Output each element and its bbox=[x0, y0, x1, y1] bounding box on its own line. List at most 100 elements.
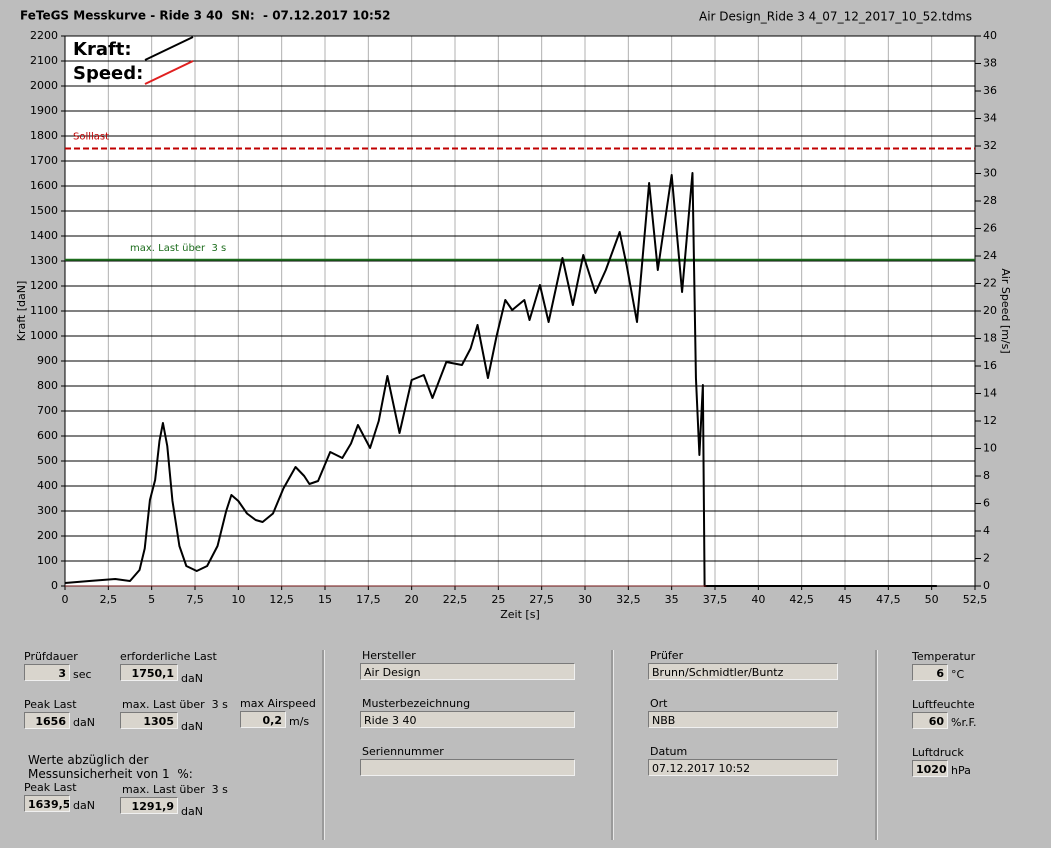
y2-tick-label: 38 bbox=[983, 57, 997, 70]
field-unit: °C bbox=[951, 668, 965, 681]
y2-tick-label: 28 bbox=[983, 194, 997, 207]
x-tick-label: 40 bbox=[751, 593, 765, 606]
x-tick-label: 17,5 bbox=[356, 593, 381, 606]
y2-tick-label: 34 bbox=[983, 112, 997, 125]
y-tick-label: 2100 bbox=[30, 54, 58, 67]
y-tick-label: 700 bbox=[37, 404, 58, 417]
field-value: 1020 bbox=[912, 760, 948, 777]
legend-swatch bbox=[144, 60, 194, 85]
field-value: 0,2 bbox=[240, 711, 286, 728]
y-tick-label: 600 bbox=[37, 429, 58, 442]
x-tick-label: 20 bbox=[405, 593, 419, 606]
x-tick-label: 37,5 bbox=[703, 593, 728, 606]
field-unit: m/s bbox=[289, 715, 310, 728]
y2-tick-label: 12 bbox=[983, 414, 997, 427]
separator bbox=[611, 650, 614, 840]
y-tick-label: 400 bbox=[37, 479, 58, 492]
y-tick-label: 2000 bbox=[30, 79, 58, 92]
field-label: Musterbezeichnung bbox=[362, 697, 471, 710]
y2-tick-label: 8 bbox=[983, 469, 990, 482]
x-tick-label: 25 bbox=[491, 593, 505, 606]
legend-swatch bbox=[144, 36, 194, 61]
y-tick-label: 200 bbox=[37, 529, 58, 542]
legend-label: Speed: bbox=[73, 63, 143, 84]
marks: Solllast max. Last über 3 s Kraft: Speed: bbox=[64, 36, 975, 587]
field-value: Air Design bbox=[360, 663, 575, 680]
y2-tick-label: 30 bbox=[983, 167, 997, 180]
x-tick-label: 32,5 bbox=[616, 593, 641, 606]
x-tick-label: 47,5 bbox=[876, 593, 901, 606]
field-label: Prüfdauer bbox=[24, 650, 78, 663]
grid: 0 2,5 5 7,5 10 12,5 15 17,5 20 22,5 25 27,5 30 32,5 35… bbox=[30, 29, 997, 606]
y2-tick-label: 14 bbox=[983, 387, 997, 400]
x-tick-label: 45 bbox=[838, 593, 852, 606]
field-unit: daN bbox=[73, 716, 95, 729]
field-label: Temperatur bbox=[912, 650, 976, 663]
field-unit: %r.F. bbox=[951, 716, 977, 729]
field-value bbox=[360, 759, 575, 776]
y2-tick-label: 20 bbox=[983, 304, 997, 317]
y-tick-label: 2200 bbox=[30, 29, 58, 42]
y-tick-label: 1500 bbox=[30, 204, 58, 217]
field-value: 1291,9 bbox=[120, 797, 178, 814]
x-tick-label: 7,5 bbox=[186, 593, 204, 606]
y-tick-label: 1300 bbox=[30, 254, 58, 267]
field-value: 1305 bbox=[120, 712, 178, 729]
y2-tick-label: 18 bbox=[983, 332, 997, 345]
field-label: erforderliche Last bbox=[120, 650, 217, 663]
field-unit: daN bbox=[73, 799, 95, 812]
separator bbox=[875, 650, 878, 840]
y-tick-label: 1800 bbox=[30, 129, 58, 142]
note: Werte abzüglich der bbox=[28, 753, 149, 767]
y2-tick-label: 26 bbox=[983, 222, 997, 235]
x-tick-label: 35 bbox=[665, 593, 679, 606]
field-value: 1639,5 bbox=[24, 795, 70, 812]
field-value: 1750,1 bbox=[120, 664, 178, 681]
field-value: 3 bbox=[24, 664, 70, 681]
file-name: Air Design_Ride 3 4_07_12_2017_10_52.tdm… bbox=[699, 10, 972, 24]
y2-tick-label: 24 bbox=[983, 249, 997, 262]
y2-tick-label: 4 bbox=[983, 524, 990, 537]
field-label: Ort bbox=[650, 697, 668, 710]
x-tick-label: 10 bbox=[231, 593, 245, 606]
field-label: Peak Last bbox=[24, 781, 77, 794]
x-tick-label: 0 bbox=[62, 593, 69, 606]
y2-tick-label: 32 bbox=[983, 139, 997, 152]
reference-label: max. Last über 3 s bbox=[130, 243, 226, 254]
legend-label: Kraft: bbox=[73, 39, 132, 60]
chart-title: FeTeGS Messkurve - Ride 3 40 SN: - 07.12… bbox=[20, 9, 390, 23]
y2-tick-label: 10 bbox=[983, 442, 997, 455]
y-tick-label: 1200 bbox=[30, 279, 58, 292]
y-tick-label: 500 bbox=[37, 454, 58, 467]
field-label: Prüfer bbox=[650, 649, 684, 662]
field-label: max. Last über 3 s bbox=[122, 698, 228, 711]
y2-tick-label: 2 bbox=[983, 552, 990, 565]
field-label: Datum bbox=[650, 745, 688, 758]
field-label: Luftfeuchte bbox=[912, 698, 975, 711]
y-tick-label: 1700 bbox=[30, 154, 58, 167]
y-tick-label: 0 bbox=[51, 579, 58, 592]
reference-label: Solllast bbox=[73, 132, 109, 143]
separator bbox=[322, 650, 325, 840]
y-tick-label: 100 bbox=[37, 554, 58, 567]
y2-axis-label: Air Speed [m/s] bbox=[999, 268, 1012, 353]
field-unit: daN bbox=[181, 672, 203, 685]
x-axis-label: Zeit [s] bbox=[500, 608, 539, 621]
y2-tick-label: 36 bbox=[983, 84, 997, 97]
x-tick-label: 22,5 bbox=[443, 593, 468, 606]
field-label: Peak Last bbox=[24, 698, 77, 711]
field-value: Brunn/Schmidtler/Buntz bbox=[648, 663, 838, 680]
y2-tick-label: 0 bbox=[983, 579, 990, 592]
y-tick-label: 800 bbox=[37, 379, 58, 392]
x-tick-label: 2,5 bbox=[100, 593, 118, 606]
y-axis-label: Kraft [daN] bbox=[15, 281, 28, 342]
field-label: Hersteller bbox=[362, 649, 416, 662]
y-tick-label: 1900 bbox=[30, 104, 58, 117]
y-tick-label: 1000 bbox=[30, 329, 58, 342]
x-tick-label: 52,5 bbox=[963, 593, 988, 606]
field-value: 6 bbox=[912, 664, 948, 681]
note: Messunsicherheit von 1 %: bbox=[28, 767, 193, 781]
field-unit: daN bbox=[181, 805, 203, 818]
y2-tick-label: 40 bbox=[983, 29, 997, 42]
field-label: max. Last über 3 s bbox=[122, 783, 228, 796]
